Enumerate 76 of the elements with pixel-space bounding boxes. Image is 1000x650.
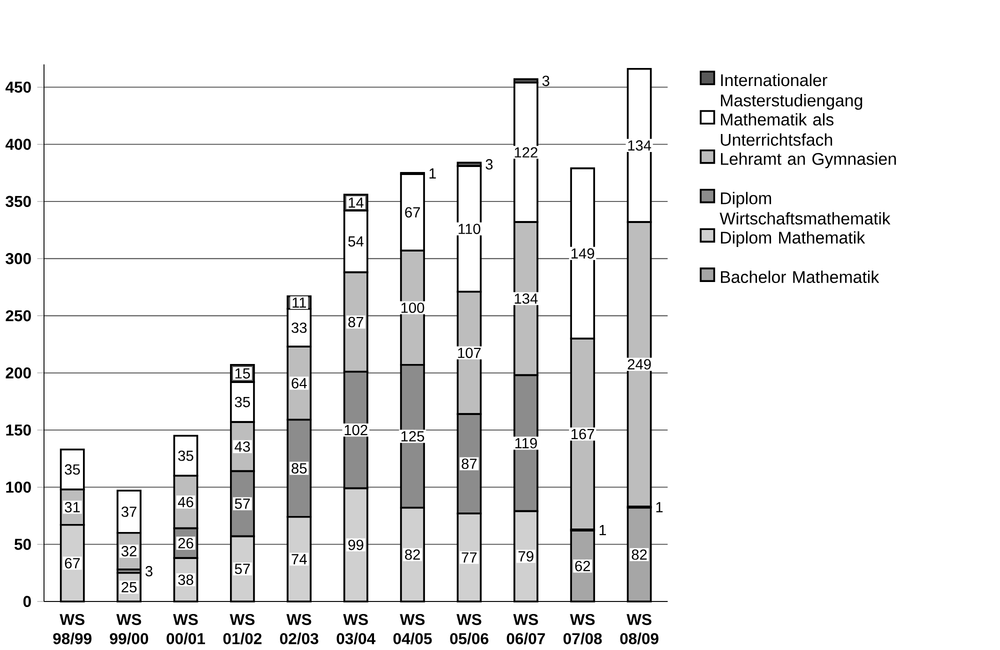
legend-label: Mathematik als Unterrichtsfach — [720, 113, 834, 146]
data-label: 62 — [575, 561, 590, 572]
data-label: 37 — [121, 506, 136, 518]
data-label: 122 — [514, 147, 538, 158]
data-label: 1 — [430, 168, 436, 179]
data-label: 134 — [628, 140, 652, 151]
data-label: 110 — [458, 224, 480, 234]
data-label: 107 — [458, 348, 481, 358]
data-label: 15 — [235, 368, 250, 379]
data-label: 82 — [632, 550, 647, 560]
data-label: 100 — [401, 302, 424, 314]
x-tick-label: WS 07/08 — [564, 614, 602, 645]
x-tick-label: WS 06/07 — [506, 614, 545, 645]
x-tick-label: WS 04/05 — [393, 614, 432, 645]
legend-label: Lehramt an Gymnasien — [720, 152, 896, 168]
data-label: 249 — [628, 359, 651, 370]
data-label: 11 — [292, 298, 306, 308]
data-label: 79 — [518, 551, 534, 562]
data-label: 134 — [514, 294, 538, 304]
y-tick-label: 350 — [6, 196, 31, 208]
data-label: 67 — [405, 207, 420, 218]
y-tick-label: 250 — [6, 310, 31, 322]
data-label: 99 — [348, 540, 364, 550]
data-label: 3 — [542, 76, 550, 86]
y-tick-label: 450 — [6, 82, 31, 93]
legend-label: Diplom Wirtschaftsmathematik — [720, 192, 890, 225]
legend-label: Internationaler Masterstudiengang — [720, 74, 862, 110]
x-tick-label: WS 08/09 — [620, 614, 658, 645]
data-label: 26 — [178, 538, 194, 549]
data-label: 31 — [64, 502, 80, 513]
data-label: 67 — [64, 558, 80, 569]
data-label: 82 — [405, 550, 420, 560]
data-label: 35 — [64, 464, 80, 475]
data-label: 3 — [486, 159, 493, 170]
y-tick-label: 300 — [6, 253, 31, 264]
data-label: 57 — [234, 564, 250, 574]
data-label: 102 — [344, 425, 368, 436]
data-label: 3 — [146, 566, 152, 577]
data-label: 35 — [234, 397, 250, 408]
data-label: 54 — [348, 236, 364, 247]
data-label: 1 — [600, 525, 606, 536]
data-label: 74 — [292, 554, 307, 564]
data-label: 38 — [178, 574, 194, 586]
data-label: 25 — [122, 582, 137, 593]
data-label: 33 — [292, 322, 307, 334]
data-label: 119 — [515, 438, 537, 449]
data-label: 85 — [292, 463, 307, 474]
x-tick-label: WS 05/06 — [450, 614, 488, 645]
data-label: 43 — [234, 442, 250, 452]
data-label: 1 — [656, 502, 663, 512]
x-tick-label: WS 01/02 — [223, 614, 262, 645]
data-label: 32 — [121, 546, 136, 557]
x-tick-label: WS 98/99 — [53, 614, 92, 645]
data-label: 149 — [572, 248, 594, 259]
data-label: 87 — [462, 458, 477, 470]
x-tick-label: WS 99/00 — [110, 614, 148, 645]
data-label: 77 — [462, 552, 477, 563]
y-tick-label: 0 — [23, 596, 31, 608]
data-label: 87 — [348, 317, 364, 328]
y-tick-label: 400 — [6, 138, 31, 150]
data-label: 64 — [292, 378, 307, 389]
data-label: 46 — [178, 497, 194, 508]
x-tick-label: WS 00/01 — [166, 614, 206, 645]
legend-label: Bachelor Mathematik — [720, 270, 880, 284]
y-tick-label: 200 — [6, 368, 31, 379]
data-label: 14 — [348, 198, 364, 208]
y-tick-label: 50 — [14, 538, 31, 550]
legend-label: Diplom Mathematik — [720, 231, 866, 248]
y-tick-label: 150 — [6, 424, 31, 436]
data-label: 35 — [178, 450, 194, 462]
data-label: 125 — [401, 431, 424, 442]
y-tick-label: 100 — [6, 482, 31, 493]
x-tick-label: WS 03/04 — [336, 614, 376, 645]
x-tick-label: WS 02/03 — [280, 614, 318, 645]
data-label: 167 — [572, 429, 594, 440]
data-label: 57 — [234, 498, 250, 510]
